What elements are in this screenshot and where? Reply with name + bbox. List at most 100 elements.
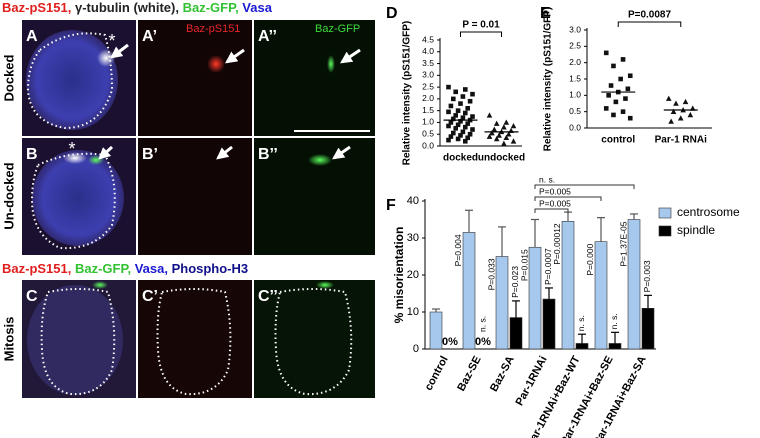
point [458, 118, 463, 124]
error-bar [531, 218, 539, 248]
p-value: n. s. [576, 315, 586, 331]
y-tick-label: 0 [413, 343, 419, 355]
point [608, 83, 614, 88]
arrow [98, 145, 114, 160]
error-bar [578, 333, 586, 344]
bar [462, 232, 476, 350]
spot [308, 154, 332, 166]
y-tick-label: 3.0 [422, 70, 434, 80]
point [453, 89, 458, 95]
point [677, 115, 684, 121]
header-segment: γ-tubulin (white), [71, 0, 179, 15]
nucleus [32, 150, 124, 246]
bar [575, 343, 589, 350]
point [448, 120, 454, 125]
y-tick-label: 0.0 [422, 140, 434, 150]
y-tick-label: 2.0 [569, 57, 581, 67]
point [493, 120, 500, 126]
point [611, 63, 616, 69]
error-bar [432, 308, 440, 312]
bar [561, 221, 575, 350]
spot [63, 152, 87, 164]
cell-outline [274, 288, 353, 396]
point [486, 133, 493, 139]
spot [207, 55, 225, 73]
error-bar [564, 211, 572, 222]
arrow [340, 48, 361, 64]
legend-swatch [658, 225, 672, 237]
y-tick-label: 3.5 [422, 58, 434, 68]
y-tick-label: 1.5 [422, 105, 434, 115]
point [460, 115, 466, 121]
bar [641, 307, 655, 350]
point [467, 98, 473, 104]
bar [495, 256, 509, 350]
point [448, 103, 454, 109]
p-value: P=1.37E-05 [618, 221, 628, 266]
y-tick-label: 1.0 [422, 117, 434, 127]
spot [92, 281, 108, 289]
point [496, 132, 502, 138]
image-panel [254, 20, 375, 136]
point [611, 112, 616, 118]
point [668, 118, 674, 124]
panel-letter: A’’ [258, 28, 277, 45]
nucleus [26, 30, 118, 130]
p-value: P=0.005 [539, 198, 571, 208]
point [627, 73, 633, 79]
p-value: P=0.033 [486, 258, 496, 290]
x-tick-label: Par-1RNAi [514, 354, 550, 408]
point [448, 134, 454, 139]
bracket [460, 31, 502, 37]
header-segment: Baz-pS151, [2, 0, 71, 15]
error-bar [644, 294, 652, 309]
point [687, 111, 694, 118]
p-value: n. s. [539, 174, 555, 184]
point [603, 106, 609, 111]
y-tick-label: 1.0 [569, 90, 581, 100]
point [503, 134, 510, 141]
point [625, 86, 631, 92]
bracket [534, 196, 602, 201]
y-tick-label: 0.0 [569, 122, 581, 132]
p-value: P=0.003 [642, 260, 652, 292]
y-axis-label: Relative intensity (pS151/GFP) [543, 7, 554, 152]
p-value: n. s. [477, 316, 487, 332]
point [446, 137, 451, 143]
point [463, 138, 468, 144]
point [510, 122, 517, 129]
row-label: Docked [1, 54, 16, 101]
bar [528, 246, 542, 350]
image-panel [254, 280, 375, 398]
point [503, 119, 510, 125]
point [489, 130, 495, 136]
nucleus [27, 285, 123, 395]
error-bar [630, 213, 638, 220]
bracket [534, 208, 569, 213]
point [627, 115, 633, 121]
point [467, 131, 473, 137]
x-tick-label: Baz-SE [455, 354, 483, 393]
bar [627, 219, 641, 350]
p-value: P=0.005 [539, 186, 571, 196]
point [501, 124, 507, 130]
x-tick-label: Par-1 RNAi [655, 135, 707, 146]
p-value: P=0.0007 [543, 248, 553, 285]
panel-letter: C [26, 288, 38, 305]
image-panel [138, 20, 252, 136]
header-segment: Baz-pS151, [2, 261, 71, 276]
point [620, 57, 626, 62]
panel-letter: B [26, 146, 38, 163]
header-segment: Vasa, [131, 261, 168, 276]
point [673, 100, 679, 106]
point [665, 95, 672, 101]
spot [327, 55, 335, 73]
error-bar [498, 226, 506, 257]
legend-label: spindle [677, 223, 715, 237]
row-label: Mitosis [1, 317, 16, 362]
legend-swatch [658, 207, 672, 219]
header: Baz-pS151, Baz-GFP, Vasa, Phospho-H3 [2, 261, 248, 276]
spot [316, 281, 334, 289]
y-tick-label: 4.0 [422, 46, 434, 56]
